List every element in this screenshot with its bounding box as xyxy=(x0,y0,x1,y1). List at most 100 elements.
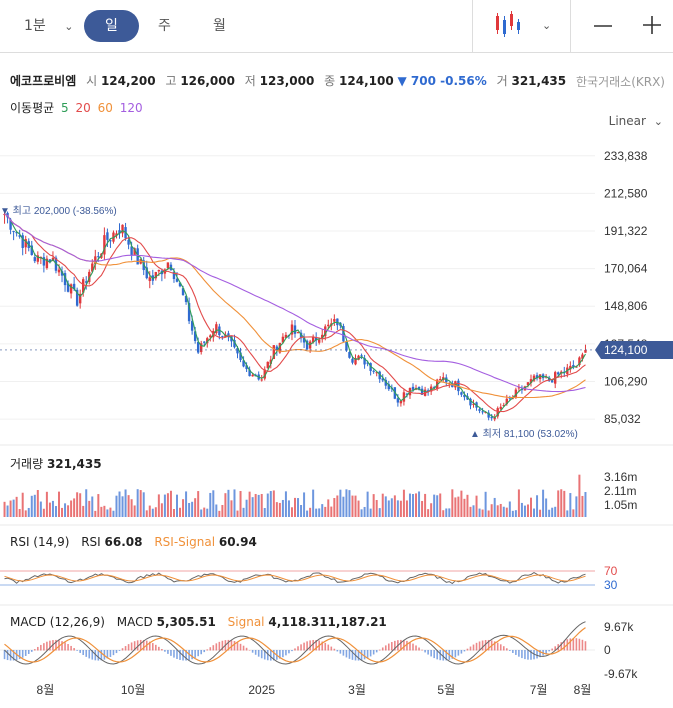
volume-bar xyxy=(560,489,563,517)
volume-bar xyxy=(139,490,142,517)
macd-signal-label: Signal xyxy=(227,615,265,629)
macd-histogram-bar xyxy=(381,647,384,651)
current-price-tag xyxy=(595,340,673,359)
candle-body xyxy=(547,377,551,381)
volume-bar xyxy=(345,489,348,517)
ma-legend-label: 이동평균 xyxy=(10,101,55,115)
volume-bar xyxy=(481,509,484,517)
macd-histogram-bar xyxy=(194,650,196,658)
volume-bar xyxy=(200,509,203,517)
volume-bar xyxy=(79,493,82,517)
macd-histogram-bar xyxy=(366,650,369,659)
macd-histogram-bar xyxy=(130,642,133,651)
volume-bar xyxy=(127,495,130,517)
volume-bar xyxy=(154,507,157,517)
macd-histogram-bar xyxy=(200,650,203,655)
candle-body xyxy=(275,346,279,351)
volume-bar xyxy=(508,501,511,517)
tab-month[interactable]: 월 xyxy=(213,18,226,34)
macd-histogram-bar xyxy=(291,650,293,652)
macd-histogram-bar xyxy=(430,650,432,657)
volume-bar xyxy=(3,501,6,517)
candle-body xyxy=(451,384,454,388)
tab-week[interactable]: 주 xyxy=(158,18,171,34)
macd-histogram-bar xyxy=(439,650,442,661)
macd-histogram-bar xyxy=(67,644,69,651)
volume-bar xyxy=(176,494,178,517)
macd-histogram-bar xyxy=(43,643,45,651)
volume-bar xyxy=(399,500,402,517)
scale-mode-select[interactable]: Linear ⌄ xyxy=(609,114,663,128)
volume-bar xyxy=(73,498,76,517)
volume-bar xyxy=(439,493,442,517)
candle-body xyxy=(478,409,481,411)
macd-title: MACD (12,26,9) xyxy=(10,615,105,629)
macd-histogram-bar xyxy=(167,650,169,654)
macd-histogram-bar xyxy=(460,650,463,654)
candle-body xyxy=(372,370,375,372)
candle-body xyxy=(266,361,269,369)
macd-histogram-bar xyxy=(342,650,345,656)
candle-body xyxy=(42,257,46,266)
candle-body xyxy=(529,379,533,383)
volume-bar xyxy=(239,490,242,517)
candle-body xyxy=(66,283,70,292)
candle-body xyxy=(15,231,18,234)
x-tick-label: 7월 xyxy=(530,683,548,697)
volume-bar xyxy=(64,503,67,517)
macd-histogram-bar xyxy=(251,650,254,653)
volume-bar xyxy=(511,510,514,517)
candle-body xyxy=(405,393,409,395)
macd-histogram-bar xyxy=(300,644,302,651)
macd-histogram-bar xyxy=(472,644,475,651)
candle-body xyxy=(481,411,484,413)
volume-bar xyxy=(254,493,257,517)
macd-histogram-bar xyxy=(136,640,139,651)
macd-histogram-bar xyxy=(88,650,91,659)
candle-body xyxy=(85,281,88,283)
rsi-signal-value: 60.94 xyxy=(218,535,257,549)
volume-bar xyxy=(569,493,572,517)
macd-histogram-bar xyxy=(100,650,103,661)
volume-bar xyxy=(133,505,136,517)
macd-tick-label: -9.67k xyxy=(604,667,638,681)
chevron-down-icon[interactable]: ⌄ xyxy=(542,19,552,32)
macd-histogram-bar xyxy=(58,640,60,651)
interval-select[interactable]: 1분 ⌄ xyxy=(24,0,73,52)
volume-header: 거래량 321,435 xyxy=(10,455,102,472)
macd-histogram-bar xyxy=(115,650,118,654)
volume-bar xyxy=(185,491,188,517)
volume-bar xyxy=(505,507,508,517)
x-tick-label: 8월 xyxy=(574,683,592,697)
volume-bar xyxy=(136,489,139,517)
candle-body xyxy=(175,278,179,282)
tab-day[interactable]: 일 xyxy=(84,10,139,42)
macd-histogram-bar xyxy=(221,640,224,651)
macd-histogram-bar xyxy=(512,650,514,653)
volume-bar xyxy=(203,507,206,517)
candle-body xyxy=(227,333,230,338)
volume-bar xyxy=(227,489,230,517)
volume-bar xyxy=(103,505,106,517)
macd-histogram-bar xyxy=(524,650,526,660)
candle-body xyxy=(439,378,442,381)
chart-type-button[interactable] xyxy=(492,10,532,42)
volume-bar xyxy=(548,509,551,517)
macd-histogram-bar xyxy=(451,650,454,659)
volume-bar xyxy=(375,500,378,517)
zoom-out-button[interactable] xyxy=(592,16,614,36)
macd-histogram-bar xyxy=(545,650,547,654)
candle-body xyxy=(200,343,203,353)
volume-bar xyxy=(67,505,70,517)
macd-histogram-bar xyxy=(121,648,124,651)
chart-toolbar: 1분 ⌄ 일 주 월 ⌄ xyxy=(0,0,673,53)
volume-bar xyxy=(312,489,315,517)
macd-histogram-bar xyxy=(394,640,396,651)
macd-histogram-bar xyxy=(33,649,36,651)
macd-histogram-bar xyxy=(155,644,157,651)
macd-histogram-bar xyxy=(518,650,520,657)
zoom-in-button[interactable] xyxy=(641,14,663,36)
macd-histogram-bar xyxy=(327,644,330,651)
volume-bar xyxy=(300,505,303,517)
